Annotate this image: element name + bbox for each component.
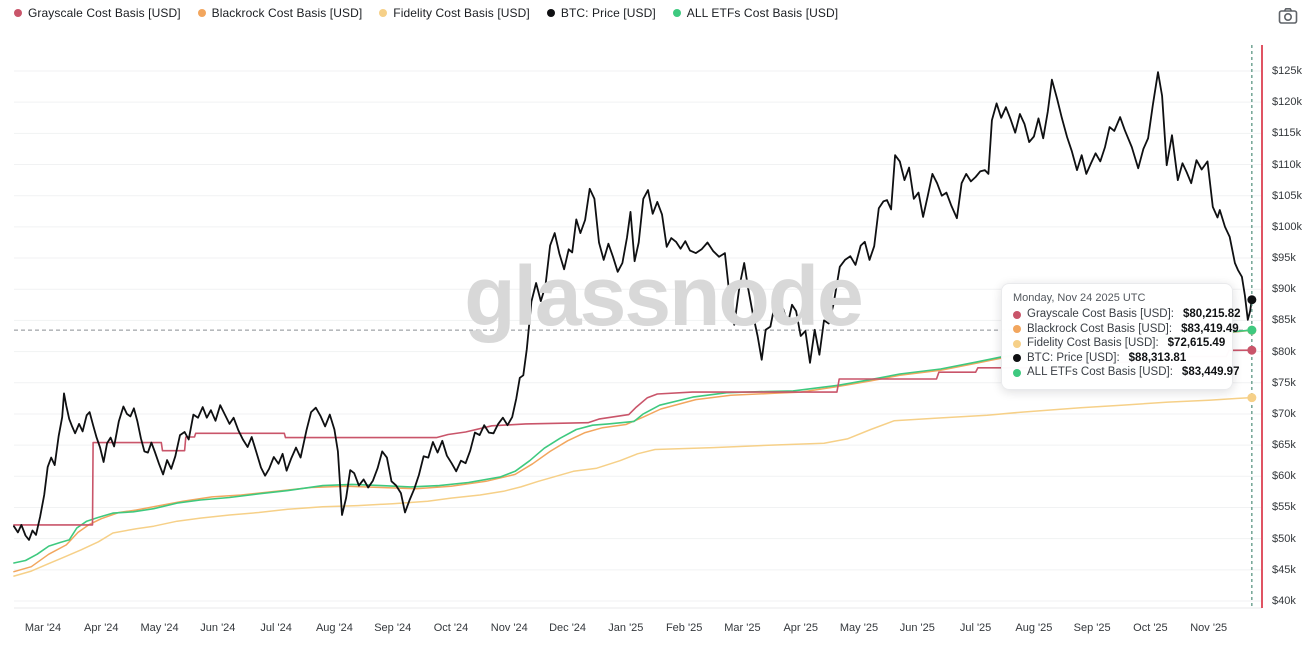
tooltip-row-fidelity: Fidelity Cost Basis [USD]: $72,615.49	[1013, 337, 1225, 351]
y-tick-label: $95k	[1272, 252, 1296, 265]
blackrock-swatch-icon	[1013, 325, 1021, 334]
legend-label: Fidelity Cost Basis [USD]	[393, 6, 530, 20]
legend-item-fidelity[interactable]: Fidelity Cost Basis [USD]	[379, 6, 530, 20]
x-tick-label: Oct '24	[433, 622, 469, 634]
y-tick-label: $120k	[1272, 96, 1302, 109]
x-tick-label: Sep '25	[1073, 622, 1111, 634]
camera-icon[interactable]	[1278, 7, 1298, 25]
x-tick-label: Dec '24	[549, 622, 587, 634]
tooltip-row-blackrock: Blackrock Cost Basis [USD]: $83,419.49	[1013, 322, 1239, 337]
tooltip-value: $72,615.49	[1167, 337, 1226, 349]
all-etfs-swatch-icon	[1013, 368, 1021, 377]
blackrock-swatch-icon	[197, 9, 206, 17]
chart-legend: Grayscale Cost Basis [USD] Blackrock Cos…	[14, 6, 838, 20]
tooltip-value: $83,419.49	[1181, 322, 1239, 335]
x-tick-label: Mar '25	[724, 622, 761, 634]
crosshair-marker-grayscale-cost-basis-usd-	[1247, 345, 1257, 355]
legend-item-btc-price[interactable]: BTC: Price [USD]	[546, 6, 656, 20]
y-tick-label: $85k	[1272, 314, 1296, 327]
fidelity-swatch-icon	[379, 9, 388, 17]
tooltip-value: $83,449.97	[1181, 366, 1240, 378]
tooltip-row-grayscale: Grayscale Cost Basis [USD]: $80,215.82	[1013, 308, 1241, 322]
all-etfs-swatch-icon	[672, 9, 681, 17]
x-tick-label: Jun '25	[899, 622, 935, 634]
x-tick-label: Mar '24	[24, 622, 62, 634]
legend-label: Grayscale Cost Basis [USD]	[28, 6, 181, 20]
x-tick-label: Oct '25	[1133, 622, 1168, 634]
x-tick-label: May '25	[839, 622, 879, 634]
x-tick-label: Sep '24	[374, 622, 412, 634]
tooltip-label: ALL ETFs Cost Basis [USD]:	[1027, 366, 1173, 378]
x-tick-label: Nov '24	[490, 622, 528, 634]
x-tick-label: Jul '24	[260, 622, 292, 634]
y-tick-label: $70k	[1272, 407, 1296, 420]
x-tick-label: Apr '24	[84, 622, 119, 634]
y-tick-label: $80k	[1272, 345, 1296, 358]
series-btc-price-usd-	[12, 71, 1253, 541]
x-tick-label: Jan '25	[608, 622, 644, 634]
btc-swatch-icon	[546, 9, 555, 17]
x-tick-label: Nov '25	[1190, 622, 1228, 634]
chart-tooltip: Monday, Nov 24 2025 UTC Grayscale Cost B…	[1001, 283, 1241, 390]
x-tick-label: Apr '25	[783, 622, 818, 634]
tooltip-row-btc-price: BTC: Price [USD]: $88,313.81	[1013, 352, 1221, 366]
grayscale-swatch-icon	[1013, 310, 1021, 319]
x-tick-label: May '24	[140, 622, 179, 634]
y-tick-label: $65k	[1272, 439, 1296, 452]
tooltip-label: Grayscale Cost Basis [USD]:	[1027, 308, 1174, 320]
glassnode-watermark: glassnode	[464, 249, 863, 343]
x-tick-label: Feb '25	[665, 622, 703, 634]
btc-swatch-icon	[1013, 354, 1021, 363]
x-tick-label: Jun '24	[200, 622, 236, 634]
tooltip-date: Monday, Nov 24 2025 UTC	[1013, 292, 1146, 304]
x-tick-label: Aug '25	[1015, 622, 1053, 634]
y-tick-label: $75k	[1272, 376, 1296, 389]
y-tick-label: $40k	[1272, 595, 1296, 607]
y-tick-label: $60k	[1272, 470, 1296, 483]
y-tick-label: $100k	[1272, 220, 1302, 233]
grayscale-swatch-icon	[14, 9, 22, 17]
legend-label: ALL ETFs Cost Basis [USD]	[686, 6, 839, 20]
tooltip-label: Fidelity Cost Basis [USD]:	[1027, 337, 1159, 349]
crosshair-marker-all-etfs-cost-basis-usd-	[1247, 325, 1257, 335]
x-tick-label: Jul '25	[959, 622, 992, 634]
y-tick-label: $45k	[1272, 563, 1296, 576]
y-tick-label: $105k	[1272, 189, 1302, 202]
y-tick-label: $115k	[1272, 127, 1302, 140]
crosshair-marker-fidelity-cost-basis-usd-	[1247, 393, 1257, 403]
y-tick-label: $90k	[1272, 283, 1296, 296]
legend-item-grayscale[interactable]: Grayscale Cost Basis [USD]	[14, 6, 181, 20]
tooltip-value: $80,215.82	[1182, 308, 1241, 320]
legend-item-blackrock[interactable]: Blackrock Cost Basis [USD]	[197, 6, 363, 20]
series-fidelity-cost-basis-usd-	[13, 396, 1253, 577]
y-tick-label: $50k	[1272, 532, 1296, 545]
y-tick-label: $110k	[1272, 158, 1302, 171]
legend-label: BTC: Price [USD]	[560, 6, 656, 20]
x-tick-label: Aug '24	[315, 622, 353, 634]
tooltip-label: BTC: Price [USD]:	[1027, 351, 1120, 364]
y-tick-label: $55k	[1272, 501, 1296, 514]
tooltip-row-all-etfs: ALL ETFs Cost Basis [USD]: $83,449.97	[1013, 366, 1239, 380]
crosshair-marker-btc-price-usd-	[1247, 295, 1257, 305]
legend-label: Blackrock Cost Basis [USD]	[211, 6, 363, 20]
tooltip-value: $88,313.81	[1128, 351, 1187, 364]
legend-item-all-etfs[interactable]: ALL ETFs Cost Basis [USD]	[672, 6, 839, 20]
tooltip-label: Blackrock Cost Basis [USD]:	[1027, 322, 1173, 335]
y-tick-label: $125k	[1272, 65, 1302, 77]
fidelity-swatch-icon	[1013, 339, 1021, 348]
series-all-etfs-cost-basis-usd-	[13, 329, 1253, 564]
